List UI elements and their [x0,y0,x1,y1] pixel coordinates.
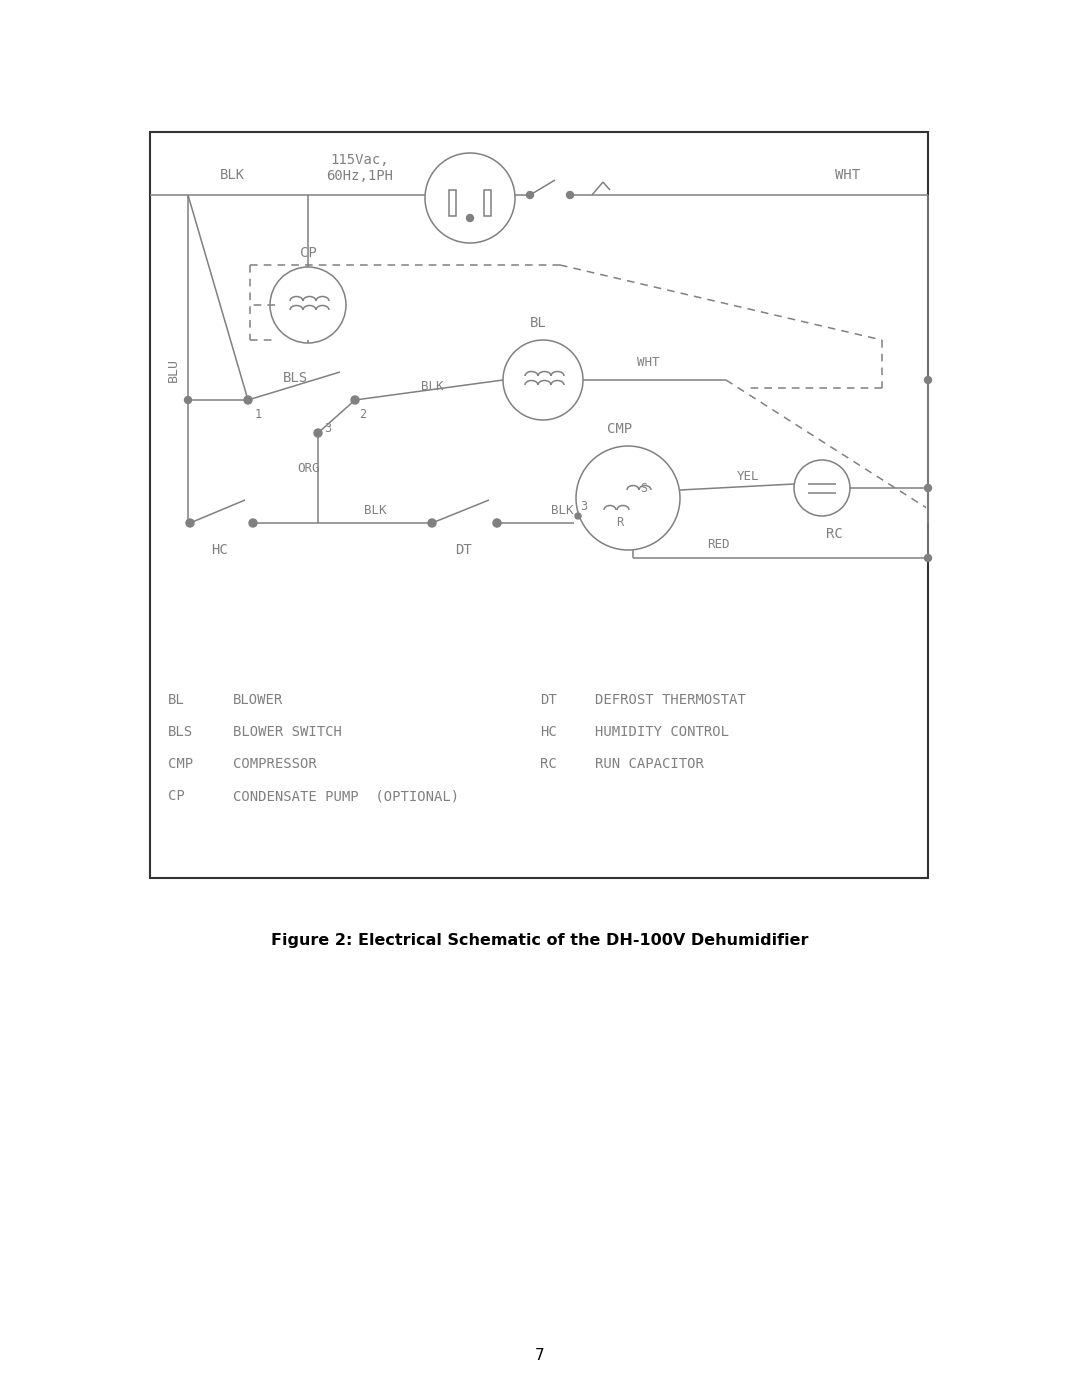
Text: 3: 3 [324,422,332,434]
Text: S: S [640,482,648,495]
Text: RED: RED [706,538,729,550]
Circle shape [314,429,322,437]
Text: 2: 2 [360,408,366,422]
Text: BLS: BLS [168,725,193,739]
Text: CMP: CMP [607,422,633,436]
Circle shape [351,395,359,404]
Text: BLK: BLK [551,503,573,517]
Text: 60Hz,1PH: 60Hz,1PH [326,169,393,183]
Text: BL: BL [168,693,185,707]
Text: 7: 7 [536,1348,544,1362]
Text: 115Vac,: 115Vac, [330,154,389,168]
Bar [150,131,928,877]
Text: CP: CP [299,246,316,260]
Circle shape [924,555,931,562]
Text: BLK: BLK [421,380,443,393]
Text: RC: RC [540,757,557,771]
Text: 1: 1 [255,408,261,422]
Text: CMP: CMP [168,757,193,771]
Circle shape [185,397,191,404]
Text: ORG: ORG [297,461,320,475]
Text: BLU: BLU [166,358,179,381]
Text: BL: BL [529,316,546,330]
Circle shape [467,215,473,222]
Circle shape [426,154,515,243]
Circle shape [924,485,931,492]
Text: CONDENSATE PUMP  (OPTIONAL): CONDENSATE PUMP (OPTIONAL) [233,789,459,803]
Text: BLK: BLK [220,168,245,182]
Text: DT: DT [455,543,471,557]
Text: DEFROST THERMOSTAT: DEFROST THERMOSTAT [595,693,746,707]
Text: WHT: WHT [835,168,860,182]
Text: CP: CP [168,789,185,803]
Circle shape [503,339,583,420]
Circle shape [492,520,501,527]
Circle shape [244,395,252,404]
Text: R: R [617,517,623,529]
Text: RC: RC [825,527,842,541]
Circle shape [794,460,850,515]
Text: DT: DT [540,693,557,707]
Text: WHT: WHT [637,356,659,369]
Circle shape [527,191,534,198]
Circle shape [575,513,581,520]
Circle shape [576,446,680,550]
Text: COMPRESSOR: COMPRESSOR [233,757,316,771]
Text: BLOWER: BLOWER [233,693,283,707]
Text: 3: 3 [580,500,588,513]
Circle shape [186,520,194,527]
Text: HC: HC [540,725,557,739]
Text: YEL: YEL [737,469,759,482]
Circle shape [924,377,931,384]
Text: HUMIDITY CONTROL: HUMIDITY CONTROL [595,725,729,739]
Text: RUN CAPACITOR: RUN CAPACITOR [595,757,704,771]
Text: HC: HC [212,543,228,557]
Circle shape [428,520,436,527]
Bar [449,190,456,217]
Text: BLOWER SWITCH: BLOWER SWITCH [233,725,342,739]
Circle shape [494,520,500,527]
Bar [484,190,491,217]
Circle shape [567,191,573,198]
Text: Figure 2: Electrical Schematic of the DH-100V Dehumidifier: Figure 2: Electrical Schematic of the DH… [271,933,809,947]
Text: BLS: BLS [283,372,308,386]
Text: BLK: BLK [364,503,387,517]
Circle shape [270,267,346,344]
Circle shape [249,520,257,527]
